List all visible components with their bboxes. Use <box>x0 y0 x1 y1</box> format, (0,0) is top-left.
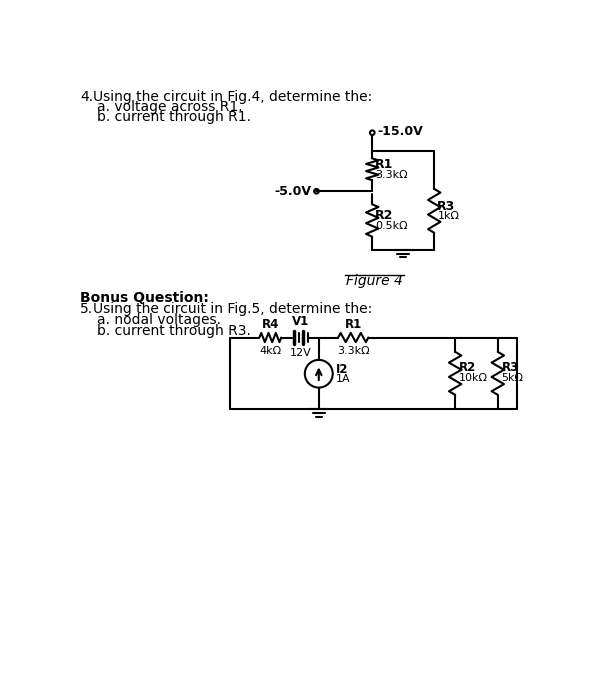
Text: R1: R1 <box>375 158 394 171</box>
Text: Using the circuit in Fig.5, determine the:: Using the circuit in Fig.5, determine th… <box>93 302 372 316</box>
Text: Using the circuit in Fig.4, determine the:: Using the circuit in Fig.4, determine th… <box>93 90 372 103</box>
Text: 10kΩ: 10kΩ <box>459 373 488 383</box>
Text: 1A: 1A <box>336 374 350 384</box>
Text: R2: R2 <box>375 209 394 223</box>
Text: 5kΩ: 5kΩ <box>502 373 524 383</box>
Text: 1kΩ: 1kΩ <box>437 212 459 221</box>
Text: V1: V1 <box>293 315 310 327</box>
Text: R2: R2 <box>459 361 476 373</box>
Text: b. current through R1.: b. current through R1. <box>97 110 251 125</box>
Text: -15.0V: -15.0V <box>377 125 423 138</box>
Text: R4: R4 <box>262 318 279 331</box>
Text: a. voltage across R1.: a. voltage across R1. <box>97 101 243 114</box>
Text: 5.: 5. <box>80 302 93 316</box>
Text: I2: I2 <box>336 363 348 376</box>
Text: a. nodal voltages.: a. nodal voltages. <box>97 313 221 327</box>
Text: -5.0V: -5.0V <box>275 185 312 198</box>
Text: 12V: 12V <box>290 349 312 358</box>
Text: 3.3kΩ: 3.3kΩ <box>337 346 369 356</box>
Text: Bonus Question:: Bonus Question: <box>80 291 209 305</box>
Text: 4.: 4. <box>80 90 93 103</box>
Text: 4kΩ: 4kΩ <box>259 346 281 356</box>
Text: R3: R3 <box>502 361 519 373</box>
Text: 0.5kΩ: 0.5kΩ <box>375 221 408 231</box>
Text: Figure 4: Figure 4 <box>346 274 403 289</box>
Text: R3: R3 <box>437 200 456 213</box>
Text: 3.3kΩ: 3.3kΩ <box>375 169 408 180</box>
Text: R1: R1 <box>345 318 362 331</box>
Text: b. current through R3.: b. current through R3. <box>97 324 251 338</box>
